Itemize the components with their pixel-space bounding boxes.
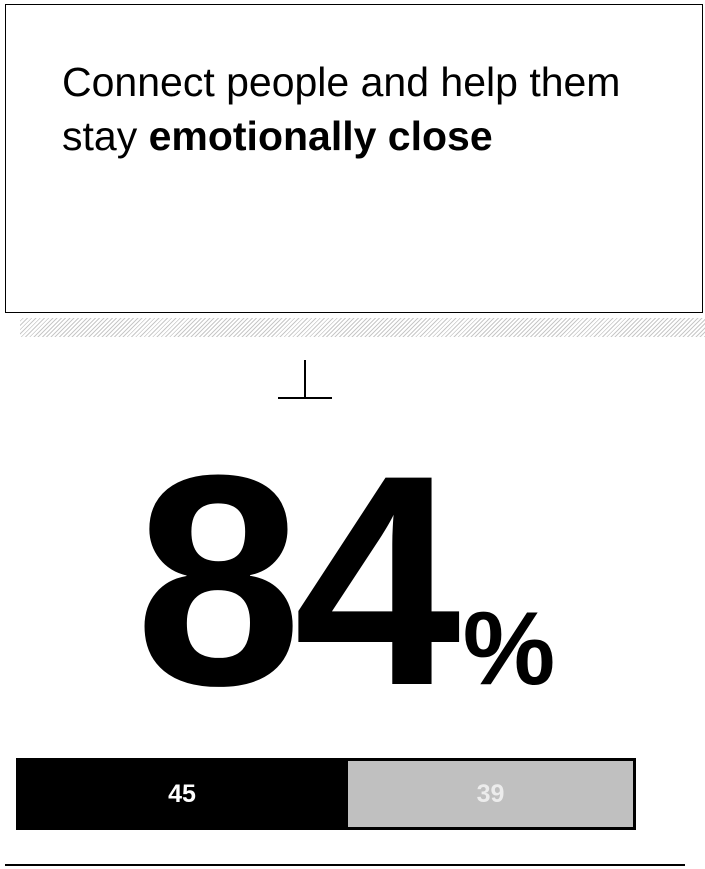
headline-regular: Connect people and help them stay xyxy=(62,59,621,159)
total-value: 84 xyxy=(135,412,461,748)
total-unit: % xyxy=(462,591,556,707)
stacked-bar: 45 39 xyxy=(16,758,636,830)
bar-segment-2: 39 xyxy=(348,758,636,830)
hatched-divider xyxy=(20,318,705,337)
total-percentage: 84 % xyxy=(135,412,556,748)
bar-segment-label-1: 45 xyxy=(168,779,196,808)
connector-stem xyxy=(304,360,306,398)
headline-bold: emotionally close xyxy=(148,113,493,159)
headline-text: Connect people and help them stay emotio… xyxy=(62,55,682,163)
connector-base xyxy=(278,397,332,399)
bottom-rule xyxy=(5,864,685,866)
connector-icon xyxy=(278,360,332,400)
headline-box: Connect people and help them stay emotio… xyxy=(5,4,703,313)
bar-segment-1: 45 xyxy=(16,758,349,830)
bar-segment-label-2: 39 xyxy=(476,779,505,808)
